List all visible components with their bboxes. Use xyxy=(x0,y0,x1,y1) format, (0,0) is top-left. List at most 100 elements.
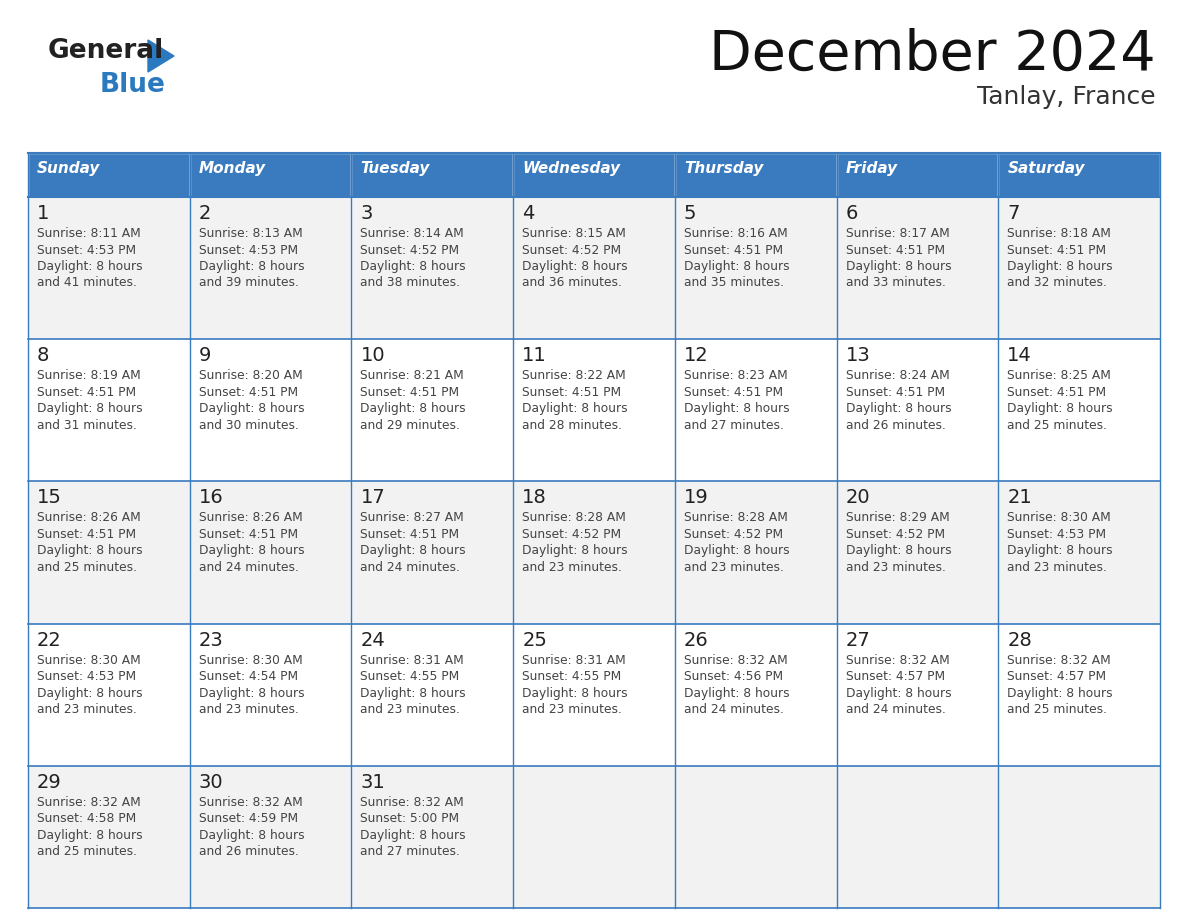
Text: 29: 29 xyxy=(37,773,62,792)
Text: Daylight: 8 hours: Daylight: 8 hours xyxy=(523,402,627,415)
Text: Sunset: 4:51 PM: Sunset: 4:51 PM xyxy=(684,386,783,398)
Text: Sunrise: 8:32 AM: Sunrise: 8:32 AM xyxy=(198,796,303,809)
Bar xyxy=(513,153,675,197)
Text: Sunrise: 8:31 AM: Sunrise: 8:31 AM xyxy=(523,654,626,666)
Text: Sunset: 4:57 PM: Sunset: 4:57 PM xyxy=(846,670,944,683)
Text: 4: 4 xyxy=(523,204,535,223)
Bar xyxy=(190,339,352,481)
Text: Daylight: 8 hours: Daylight: 8 hours xyxy=(1007,687,1113,700)
Text: Daylight: 8 hours: Daylight: 8 hours xyxy=(684,260,790,273)
Text: and 23 minutes.: and 23 minutes. xyxy=(1007,561,1107,574)
Text: Daylight: 8 hours: Daylight: 8 hours xyxy=(523,687,627,700)
Bar xyxy=(998,197,1159,339)
Text: 21: 21 xyxy=(1007,488,1032,508)
Text: Sunrise: 8:23 AM: Sunrise: 8:23 AM xyxy=(684,369,788,382)
Bar xyxy=(190,481,352,623)
Text: 9: 9 xyxy=(198,346,211,365)
Text: Sunrise: 8:31 AM: Sunrise: 8:31 AM xyxy=(360,654,465,666)
Text: 1: 1 xyxy=(37,204,50,223)
Text: Sunset: 4:51 PM: Sunset: 4:51 PM xyxy=(1007,386,1106,398)
Text: and 33 minutes.: and 33 minutes. xyxy=(846,276,946,289)
Text: Blue: Blue xyxy=(100,72,166,98)
Text: Daylight: 8 hours: Daylight: 8 hours xyxy=(684,544,790,557)
Text: 11: 11 xyxy=(523,346,546,365)
Text: Sunrise: 8:13 AM: Sunrise: 8:13 AM xyxy=(198,227,303,240)
Text: Daylight: 8 hours: Daylight: 8 hours xyxy=(198,260,304,273)
Text: 19: 19 xyxy=(684,488,708,508)
Text: Sunset: 4:51 PM: Sunset: 4:51 PM xyxy=(37,528,137,541)
Text: and 27 minutes.: and 27 minutes. xyxy=(360,845,460,858)
Text: Sunset: 4:52 PM: Sunset: 4:52 PM xyxy=(523,528,621,541)
Bar xyxy=(190,153,352,197)
Text: Sunset: 4:51 PM: Sunset: 4:51 PM xyxy=(360,528,460,541)
Text: and 26 minutes.: and 26 minutes. xyxy=(198,845,298,858)
Text: Sunset: 4:56 PM: Sunset: 4:56 PM xyxy=(684,670,783,683)
Text: Daylight: 8 hours: Daylight: 8 hours xyxy=(846,687,952,700)
Bar xyxy=(836,153,998,197)
Text: Sunrise: 8:17 AM: Sunrise: 8:17 AM xyxy=(846,227,949,240)
Text: Sunrise: 8:25 AM: Sunrise: 8:25 AM xyxy=(1007,369,1111,382)
Text: and 26 minutes.: and 26 minutes. xyxy=(846,419,946,431)
Text: and 24 minutes.: and 24 minutes. xyxy=(846,703,946,716)
Text: Sunset: 4:52 PM: Sunset: 4:52 PM xyxy=(360,243,460,256)
Text: Sunset: 4:57 PM: Sunset: 4:57 PM xyxy=(1007,670,1106,683)
Text: Sunset: 4:51 PM: Sunset: 4:51 PM xyxy=(198,528,298,541)
Text: Sunset: 4:55 PM: Sunset: 4:55 PM xyxy=(360,670,460,683)
Text: Sunrise: 8:18 AM: Sunrise: 8:18 AM xyxy=(1007,227,1111,240)
Bar xyxy=(998,339,1159,481)
Text: and 24 minutes.: and 24 minutes. xyxy=(360,561,460,574)
Text: 28: 28 xyxy=(1007,631,1032,650)
Text: Sunset: 4:54 PM: Sunset: 4:54 PM xyxy=(198,670,298,683)
Text: 31: 31 xyxy=(360,773,385,792)
Text: 15: 15 xyxy=(37,488,62,508)
Bar xyxy=(513,339,675,481)
Bar xyxy=(29,153,190,197)
Text: and 30 minutes.: and 30 minutes. xyxy=(198,419,298,431)
Text: Sunset: 4:53 PM: Sunset: 4:53 PM xyxy=(37,243,137,256)
Text: Sunrise: 8:30 AM: Sunrise: 8:30 AM xyxy=(1007,511,1111,524)
Text: Sunrise: 8:24 AM: Sunrise: 8:24 AM xyxy=(846,369,949,382)
Text: Sunrise: 8:21 AM: Sunrise: 8:21 AM xyxy=(360,369,465,382)
Bar xyxy=(190,197,352,339)
Text: Daylight: 8 hours: Daylight: 8 hours xyxy=(523,544,627,557)
Text: 26: 26 xyxy=(684,631,708,650)
Bar xyxy=(675,623,836,766)
Text: Sunrise: 8:16 AM: Sunrise: 8:16 AM xyxy=(684,227,788,240)
Bar xyxy=(29,339,190,481)
Text: Sunset: 4:52 PM: Sunset: 4:52 PM xyxy=(684,528,783,541)
Bar xyxy=(352,153,513,197)
Polygon shape xyxy=(148,40,173,72)
Text: Sunset: 4:51 PM: Sunset: 4:51 PM xyxy=(523,386,621,398)
Text: Sunset: 4:53 PM: Sunset: 4:53 PM xyxy=(1007,528,1106,541)
Text: Daylight: 8 hours: Daylight: 8 hours xyxy=(198,687,304,700)
Bar xyxy=(29,197,190,339)
Text: Sunset: 4:51 PM: Sunset: 4:51 PM xyxy=(360,386,460,398)
Text: Daylight: 8 hours: Daylight: 8 hours xyxy=(360,402,466,415)
Text: Sunset: 4:53 PM: Sunset: 4:53 PM xyxy=(37,670,137,683)
Text: and 36 minutes.: and 36 minutes. xyxy=(523,276,623,289)
Text: Sunrise: 8:32 AM: Sunrise: 8:32 AM xyxy=(37,796,140,809)
Bar xyxy=(998,481,1159,623)
Text: Sunset: 4:51 PM: Sunset: 4:51 PM xyxy=(684,243,783,256)
Text: Sunset: 4:52 PM: Sunset: 4:52 PM xyxy=(846,528,944,541)
Text: Sunset: 4:52 PM: Sunset: 4:52 PM xyxy=(523,243,621,256)
Text: and 28 minutes.: and 28 minutes. xyxy=(523,419,623,431)
Bar xyxy=(836,339,998,481)
Text: Sunrise: 8:28 AM: Sunrise: 8:28 AM xyxy=(523,511,626,524)
Text: Thursday: Thursday xyxy=(684,161,763,176)
Text: 6: 6 xyxy=(846,204,858,223)
Text: Daylight: 8 hours: Daylight: 8 hours xyxy=(846,544,952,557)
Bar xyxy=(998,623,1159,766)
Text: and 24 minutes.: and 24 minutes. xyxy=(684,703,784,716)
Text: Sunrise: 8:19 AM: Sunrise: 8:19 AM xyxy=(37,369,140,382)
Text: Tuesday: Tuesday xyxy=(360,161,430,176)
Bar xyxy=(675,481,836,623)
Text: and 31 minutes.: and 31 minutes. xyxy=(37,419,137,431)
Bar xyxy=(998,766,1159,908)
Text: and 25 minutes.: and 25 minutes. xyxy=(37,845,137,858)
Text: Daylight: 8 hours: Daylight: 8 hours xyxy=(37,829,143,842)
Text: and 23 minutes.: and 23 minutes. xyxy=(360,703,460,716)
Text: Sunrise: 8:20 AM: Sunrise: 8:20 AM xyxy=(198,369,303,382)
Text: Sunrise: 8:15 AM: Sunrise: 8:15 AM xyxy=(523,227,626,240)
Bar xyxy=(352,766,513,908)
